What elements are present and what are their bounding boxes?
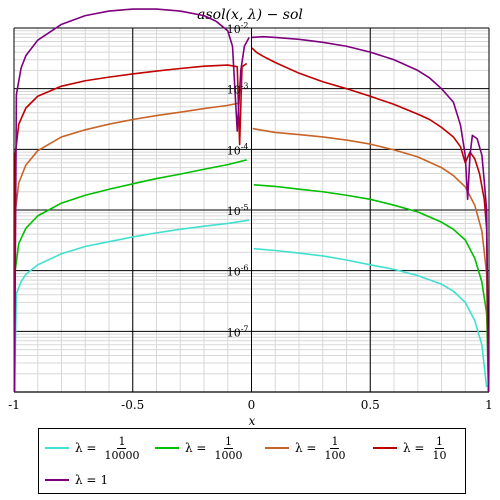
legend: λ = 1 10000 λ = 1 1000 λ = 1 100 λ = 1 10 λ = 1 (38, 428, 466, 494)
y-tick-label: 10-3 (227, 82, 249, 97)
legend-label: λ = (75, 441, 97, 455)
legend-numerator: 1 (330, 434, 340, 449)
y-tick-label: 10-6 (227, 264, 249, 279)
x-tick-labels: -1 -0.5 0 0.5 1 (8, 398, 493, 412)
legend-denominator: 1000 (214, 448, 243, 462)
series-line-4-right (251, 47, 490, 393)
series-line-3-right (252, 127, 490, 393)
legend-swatch (373, 447, 397, 449)
legend-item-4: λ = 1 10 (373, 435, 446, 462)
x-tick-label: 1 (485, 398, 493, 412)
chart-title: asol(x, λ) − sol (197, 7, 303, 23)
series-line-2-right (253, 184, 490, 393)
legend-item-2: λ = 1 1000 (155, 435, 242, 462)
legend-numerator: 1 (223, 434, 233, 449)
legend-label: λ = (403, 441, 425, 455)
legend-swatch (45, 479, 69, 481)
legend-label: λ = (75, 473, 97, 487)
legend-item-5: λ = 1 (45, 473, 108, 487)
legend-label: λ = (185, 441, 207, 455)
legend-fraction: 1 1000 (214, 435, 242, 462)
series-line-2-left (13, 159, 247, 393)
series-line-3-left (13, 102, 240, 393)
y-tick-label: 10-4 (227, 142, 249, 157)
series-line-1-right (253, 247, 488, 388)
legend-swatch (155, 447, 179, 449)
legend-fraction: 1 10000 (104, 435, 139, 462)
legend-numerator: 1 (117, 434, 127, 449)
x-tick-label: -1 (8, 398, 20, 412)
x-tick-label: 0.5 (361, 398, 380, 412)
y-tick-label: 10-7 (227, 324, 249, 339)
legend-numerator: 1 (434, 434, 444, 449)
y-tick-labels: 10-7 10-6 10-5 10-4 10-3 10-2 (227, 21, 249, 339)
legend-swatch (265, 447, 289, 449)
legend-item-1: λ = 1 10000 (45, 435, 139, 462)
x-tick-label: -0.5 (121, 398, 144, 412)
major-grid (13, 27, 490, 392)
legend-swatch (45, 447, 69, 449)
legend-fraction: 1 10 (432, 435, 446, 462)
series-line-5-left (13, 8, 250, 393)
legend-value: 1 (100, 473, 109, 487)
series-lines (13, 8, 490, 393)
y-tick-label: 10-5 (227, 203, 249, 218)
x-axis-label: x (249, 414, 256, 428)
legend-denominator: 10000 (104, 448, 140, 462)
series-line-1-left (13, 219, 250, 393)
legend-fraction: 1 100 (324, 435, 345, 462)
series-line-4-left (13, 62, 248, 393)
x-tick-label: 0 (248, 398, 256, 412)
legend-denominator: 100 (324, 448, 346, 462)
y-tick-label: 10-2 (227, 21, 249, 36)
legend-item-3: λ = 1 100 (265, 435, 345, 462)
legend-denominator: 10 (432, 448, 447, 462)
legend-label: λ = (295, 441, 317, 455)
series-line-5-right (251, 35, 490, 393)
